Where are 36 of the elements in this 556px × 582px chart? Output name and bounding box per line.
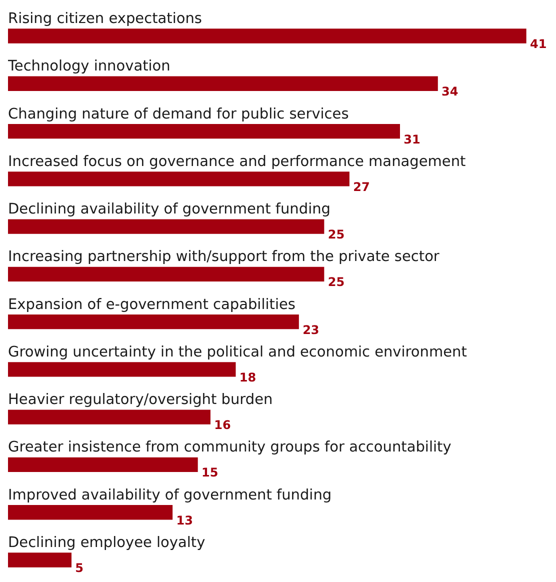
data-label: 41 [530, 37, 547, 51]
bar [8, 314, 299, 330]
data-label: 5 [75, 561, 84, 575]
y-tick-label: Growing uncertainty in the political and economic environment [8, 344, 468, 360]
y-tick-label: Heavier regulatory/oversight burden [8, 392, 273, 408]
data-label: 25 [328, 228, 345, 242]
y-tick-label: Increasing partnership with/support from the private sector [8, 249, 440, 266]
y-tick-label: Technology innovation [7, 58, 170, 75]
data-label: 23 [302, 322, 320, 337]
y-tick-label: Increased focus on governance and performance management [8, 154, 466, 170]
data-label: 18 [239, 370, 256, 384]
y-tick-label: Expansion of e-government capabilities [8, 296, 296, 313]
data-label: 15 [202, 466, 218, 480]
bar [8, 552, 72, 568]
y-tick-label: Improved availability of government funding [8, 487, 332, 504]
data-label: 16 [214, 418, 231, 432]
y-tick-label: Declining availability of government funding [8, 202, 330, 218]
bar [8, 124, 400, 139]
data-label: 13 [176, 513, 193, 528]
data-label: 25 [328, 275, 345, 290]
y-tick-label: Declining employee loyalty [8, 535, 206, 551]
data-label: 31 [404, 132, 420, 146]
bar [8, 410, 210, 424]
bar [8, 505, 173, 520]
bar [8, 362, 236, 377]
data-label: 27 [353, 180, 370, 194]
y-tick-label: Rising citizen expectations [8, 11, 202, 27]
bar [8, 28, 526, 44]
bar [8, 76, 438, 91]
bar [8, 172, 350, 186]
bar [8, 219, 324, 234]
bar [8, 457, 198, 472]
y-tick-label: Greater insistence from community groups for accountability [8, 440, 452, 456]
data-label: 34 [442, 84, 458, 99]
y-tick-label: Changing nature of demand for public services [8, 106, 349, 122]
bar [8, 266, 324, 282]
